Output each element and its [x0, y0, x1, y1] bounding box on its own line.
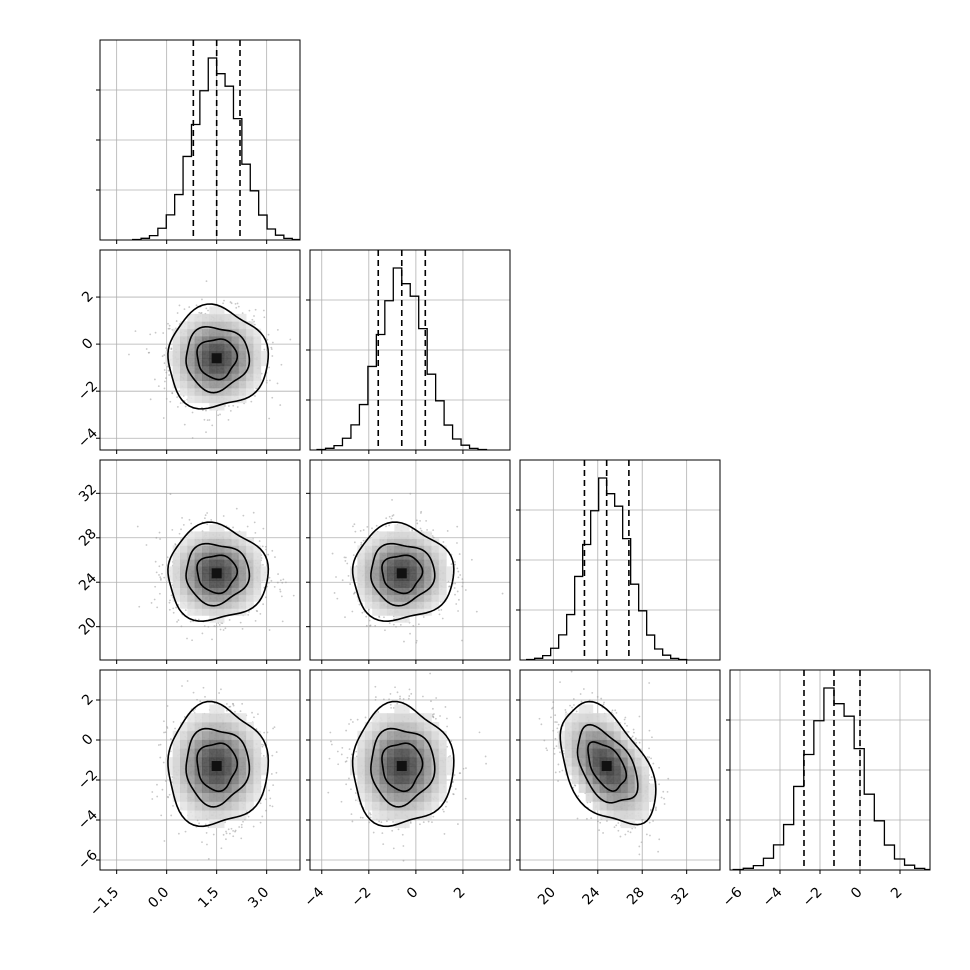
contour-level-1: [370, 542, 436, 607]
panel-3-3: −6 −4 −2 0 2: [720, 669, 931, 910]
panel-3-1: −4 −2 0 2: [302, 669, 511, 910]
contour-level-0: [196, 742, 239, 793]
y-tick-label: 24: [76, 570, 100, 594]
contour-level-2: [559, 700, 657, 826]
axes-frame: [99, 39, 301, 241]
y-tick-label: −6: [75, 847, 101, 873]
y-tick-label: −2: [75, 378, 101, 404]
panel-2-1: [306, 459, 511, 664]
density-peak: [211, 353, 222, 364]
density-peak: [211, 568, 222, 579]
contour-level-0: [381, 742, 424, 793]
panel-3-2: 20 24 28 32: [516, 669, 721, 908]
axes-frame: [99, 459, 301, 661]
contour-level-2: [351, 521, 455, 622]
density-shading: [557, 704, 657, 829]
panel-1-0: −4 −2 0 2: [75, 249, 301, 454]
panel-2-2: [516, 459, 721, 664]
x-tick-label: 0: [848, 884, 866, 902]
contour-level-2: [351, 700, 455, 828]
axes-frame: [729, 669, 931, 871]
contour-level-1: [576, 723, 639, 804]
axes-frame: [99, 249, 301, 451]
x-tick-label: 1.5: [195, 884, 222, 911]
contour-level-0: [587, 741, 628, 792]
contour-level-2: [167, 303, 270, 410]
density-peak: [396, 761, 407, 771]
density-shading: [165, 704, 269, 829]
axes-frame: [309, 669, 511, 871]
x-tick-label: −4: [760, 884, 786, 910]
axes-frame: [519, 459, 721, 661]
x-tick-label: 2: [888, 884, 906, 902]
x-tick-label: 3.0: [245, 884, 272, 911]
x-tick-label: 20: [535, 884, 559, 908]
contour-level-0: [196, 338, 239, 381]
panel-0-0: [96, 39, 301, 244]
axes-frame: [99, 669, 301, 871]
axes-frame: [309, 249, 511, 451]
x-tick-label: 28: [624, 884, 648, 908]
y-tick-label: 0: [79, 731, 97, 749]
x-tick-label: 0: [404, 884, 422, 902]
x-tick-label: 2: [451, 884, 469, 902]
y-tick-label: −4: [75, 807, 101, 833]
contour-level-2: [167, 700, 270, 828]
density-peak: [396, 568, 407, 579]
contour-level-1: [370, 727, 436, 808]
panel-1-1: [306, 249, 511, 454]
y-tick-label: 2: [79, 691, 97, 709]
x-tick-label: 32: [668, 884, 692, 908]
y-tick-label: 28: [76, 526, 100, 550]
y-tick-label: 2: [79, 288, 97, 306]
contour-level-1: [185, 542, 251, 607]
x-tick-label: −2: [349, 884, 375, 910]
contour-level-1: [185, 727, 251, 808]
density-peak: [601, 761, 612, 771]
contour-level-2: [167, 521, 270, 622]
x-tick-label: 24: [580, 884, 604, 908]
contour-level-1: [185, 325, 251, 394]
y-tick-label: 0: [79, 335, 97, 353]
x-tick-label: 0.0: [145, 884, 172, 911]
y-tick-label: 32: [76, 481, 100, 505]
x-tick-label: −4: [302, 884, 328, 910]
panel-2-0: 20 24 28 32: [76, 459, 301, 664]
y-tick-label: −2: [75, 767, 101, 793]
y-tick-label: −4: [75, 425, 101, 451]
density-peak: [211, 761, 222, 771]
y-tick-label: 20: [76, 615, 100, 639]
axes-frame: [309, 459, 511, 661]
contour-level-0: [381, 554, 424, 595]
x-tick-label: −2: [800, 884, 826, 910]
x-tick-label: −1.5: [87, 884, 122, 919]
panel-3-0: −6 −4 −2 0 2 −1.5 0.0 1.5 3.0: [75, 669, 301, 920]
contour-level-0: [196, 554, 239, 595]
density-shading: [350, 704, 455, 829]
axes-frame: [519, 669, 721, 871]
x-tick-label: −6: [720, 884, 746, 910]
